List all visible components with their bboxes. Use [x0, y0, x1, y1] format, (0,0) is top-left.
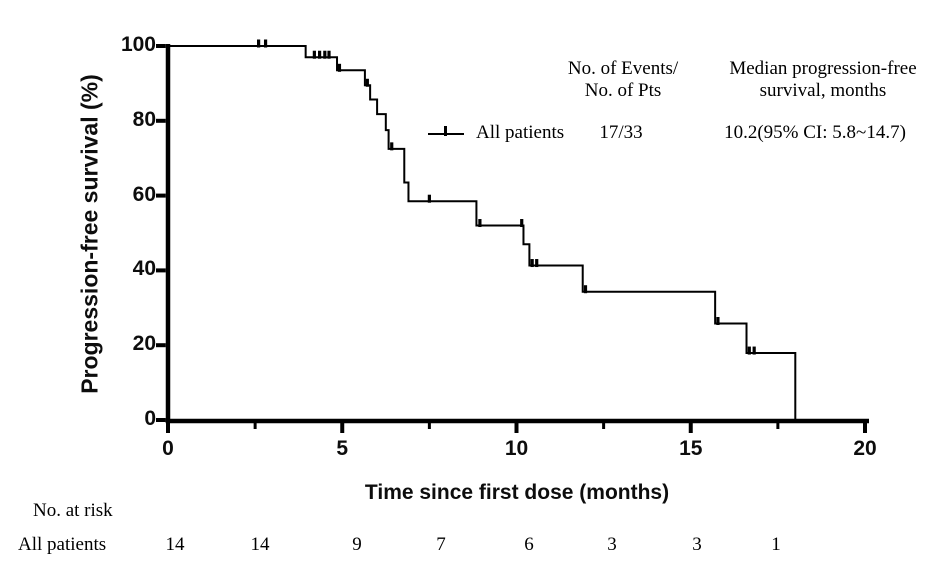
- at-risk-value: 7: [436, 534, 446, 555]
- y-tick-label: 100: [120, 33, 156, 57]
- legend-events-value: 17/33: [599, 122, 643, 143]
- x-tick-label: 10: [504, 437, 529, 460]
- events-header-line1: No. of Events/: [567, 58, 679, 79]
- at-risk-value: 9: [352, 534, 362, 555]
- at-risk-row-label: All patients: [18, 534, 107, 555]
- y-tick-label: 80: [132, 107, 156, 131]
- y-axis-title: Progression-free survival (%): [76, 74, 103, 394]
- at-risk-value: 14: [165, 534, 185, 555]
- events-header-line2: No. of Pts: [584, 80, 662, 101]
- y-tick-label: 40: [132, 257, 156, 281]
- at-risk-value: 6: [524, 534, 534, 555]
- at-risk-value: 3: [692, 534, 702, 555]
- at-risk-title: No. at risk: [33, 500, 113, 521]
- x-tick-label: 0: [162, 437, 174, 460]
- survival-curve: [168, 45, 797, 420]
- legend-series-label: All patients: [476, 122, 565, 143]
- y-tick-label: 60: [132, 182, 156, 206]
- at-risk-value: 3: [607, 534, 617, 555]
- at-risk-value: 1: [771, 534, 781, 555]
- at-risk-value: 14: [250, 534, 270, 555]
- median-column-header: Median progression-free survival, months: [729, 58, 916, 102]
- legend-censor-tick-icon: [444, 126, 447, 136]
- x-tick-label: 5: [336, 437, 349, 460]
- y-tick-label: 0: [144, 407, 156, 431]
- x-tick-label: 20: [853, 437, 877, 460]
- median-header-line1: Median progression-free: [729, 58, 917, 79]
- events-column-header: No. of Events/ No. of Pts: [568, 58, 678, 102]
- x-axis-title: Time since first dose (months): [364, 481, 670, 504]
- legend-median-value: 10.2(95% CI: 5.8~14.7): [724, 122, 906, 143]
- x-tick-label: 15: [679, 437, 703, 460]
- y-tick-label: 20: [132, 332, 156, 356]
- legend-key-icon: [428, 124, 464, 138]
- median-header-line2: survival, months: [759, 80, 887, 101]
